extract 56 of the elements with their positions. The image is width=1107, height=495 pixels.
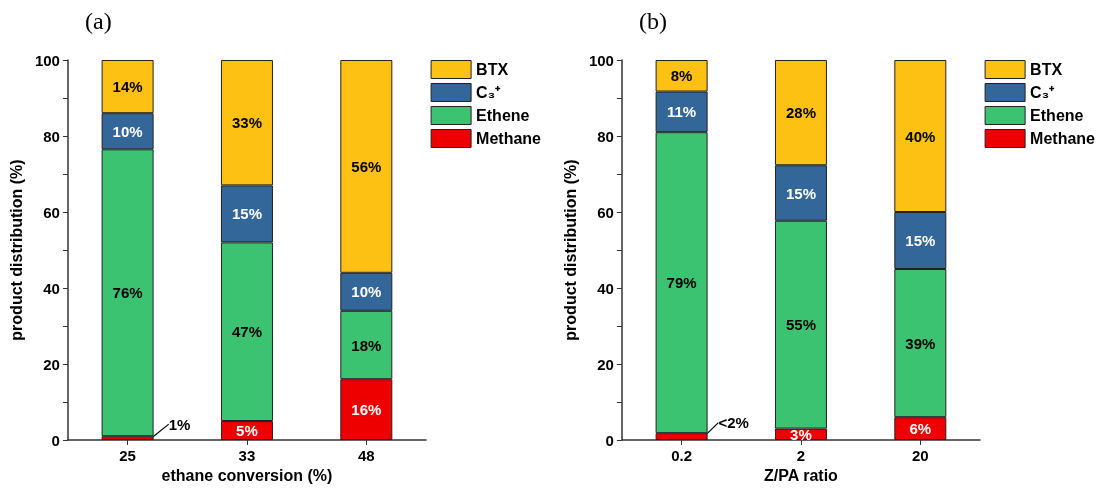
legend-label: BTX [476,61,509,78]
data-label: 28% [785,104,816,122]
legend-label: Ethene [1029,107,1084,124]
x-tick-label: 2 [796,447,805,464]
chart-title: (a) [85,8,112,34]
data-label: 6% [908,420,931,438]
data-label: 16% [351,401,382,419]
chart-title: (b) [638,8,667,34]
x-tick-label: 25 [119,447,136,464]
y-tick-label: 40 [596,279,614,297]
x-tick-label: 20 [911,447,929,464]
data-label: 1% [168,415,191,433]
data-label: 15% [904,232,935,249]
data-label: 5% [236,422,258,439]
data-label: <2% [717,414,749,432]
y-axis-title: product distribution (%) [561,159,578,341]
data-label: 3% [789,425,812,443]
y-tick-label: 100 [588,51,614,69]
data-label: 47% [231,323,262,341]
data-label: 8% [670,67,692,85]
data-label: 10% [112,122,143,140]
y-tick-label: 80 [596,127,614,145]
data-label: 11% [666,103,696,121]
legend-label: Ethene [476,107,530,124]
y-tick-label: 0 [51,431,60,449]
x-tick-label: 0.2 [670,447,692,464]
y-tick-label: 100 [34,51,60,69]
x-axis-title: ethane conversion (%) [161,467,333,485]
data-label: 33% [231,114,262,132]
data-label: 56% [351,157,382,175]
data-label: 39% [904,334,935,352]
data-label: 18% [351,336,382,354]
data-label: 76% [112,284,143,302]
legend-label: Methane [1029,130,1095,147]
data-label: 55% [785,316,816,334]
y-tick-label: 60 [596,203,614,221]
data-label: 79% [666,274,697,292]
y-tick-label: 0 [605,431,614,449]
y-tick-label: 60 [43,203,60,221]
x-tick-label: 48 [357,447,375,464]
legend-label: C₃⁺ [1029,84,1055,101]
legend-label: C₃⁺ [476,84,502,101]
data-label: 14% [112,78,143,96]
data-label: 40% [904,127,935,145]
y-tick-label: 20 [596,355,614,373]
y-axis-title: product distribution (%) [7,159,25,341]
data-label: 15% [785,184,816,202]
x-axis-title: Z/PA ratio [763,467,838,485]
x-tick-label: 33 [238,447,256,464]
y-tick-label: 80 [43,127,60,145]
data-label: 15% [231,205,262,223]
legend-label: BTX [1029,61,1062,78]
data-label: 10% [351,283,382,301]
legend-label: Methane [476,130,542,147]
y-tick-label: 20 [43,355,60,373]
y-tick-label: 40 [43,279,60,297]
